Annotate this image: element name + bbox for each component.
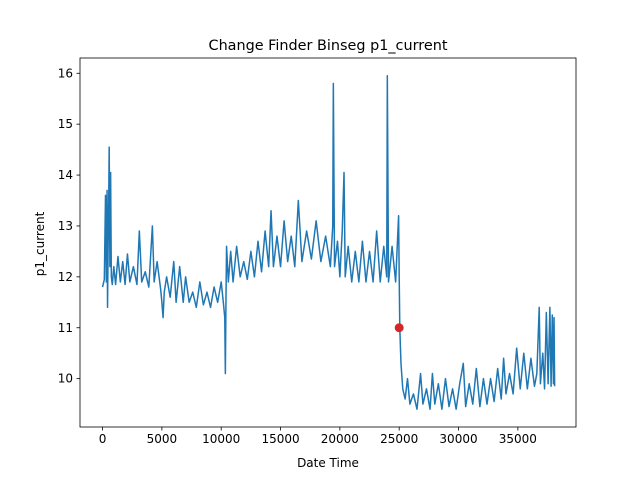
series-line-0	[101, 75, 556, 410]
x-tick-label: 25000	[380, 432, 418, 446]
y-axis-label: p1_current	[33, 211, 47, 276]
x-tick-label: 30000	[439, 432, 477, 446]
y-tick-label: 10	[58, 372, 73, 386]
y-tick-label: 14	[58, 168, 73, 182]
x-tick-label: 35000	[499, 432, 537, 446]
y-tick-label: 13	[58, 219, 73, 233]
x-axis-label: Date Time	[297, 456, 359, 470]
x-tick-label: 20000	[321, 432, 359, 446]
chart-title: Change Finder Binseg p1_current	[209, 38, 448, 54]
plot-area: 0 5000 10000 15000 20000 25000 30000 35000 10 11 1…	[58, 57, 577, 446]
x-tick-label: 0	[99, 432, 107, 446]
y-tick-label: 12	[58, 270, 73, 284]
x-tick-label: 15000	[261, 432, 299, 446]
x-tick-label: 10000	[202, 432, 240, 446]
axes-frame	[79, 57, 577, 428]
y-tick-label: 15	[58, 117, 73, 131]
y-tick-label: 16	[58, 66, 73, 80]
changepoint-marker-0	[394, 323, 404, 333]
y-tick-label: 11	[58, 321, 73, 335]
x-tick-label: 5000	[147, 432, 178, 446]
